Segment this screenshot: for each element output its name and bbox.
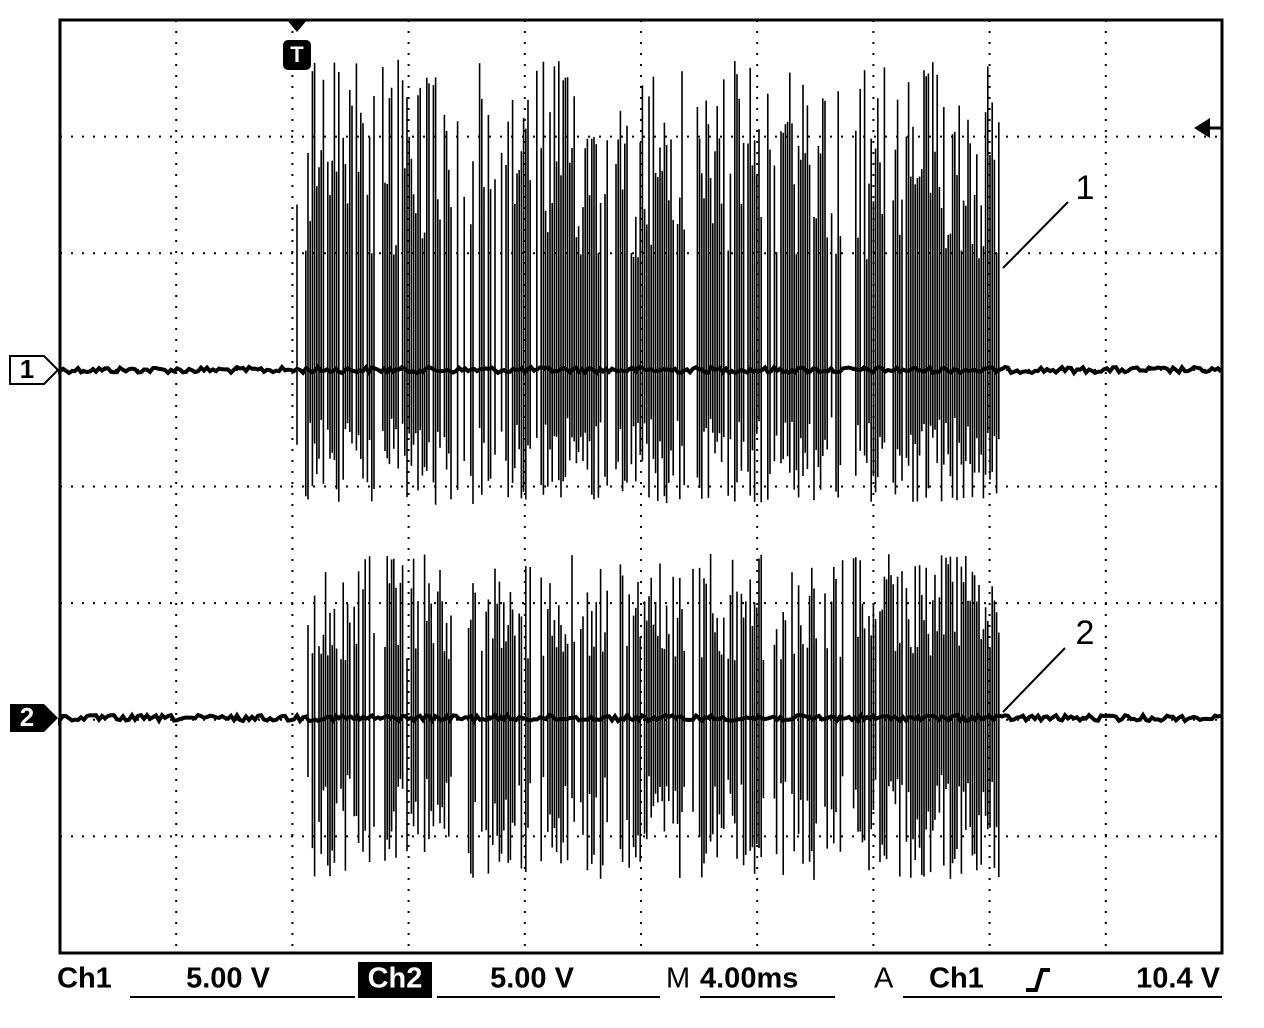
baseline-trace [58, 711, 1222, 727]
trigger-marker: T [290, 42, 304, 67]
time-prefix: M [666, 963, 690, 995]
time-scale: 4.00ms [700, 963, 798, 995]
status-bar: Ch1 5.00 V Ch2 5.00 V M 4.00ms A Ch1 10.… [57, 962, 1222, 998]
baseline-trace [58, 363, 1223, 377]
trigger-source: Ch1 [929, 963, 984, 995]
annotation-label: 1 [1076, 169, 1095, 207]
trigger-level: 10.4 V [1136, 963, 1220, 995]
ch1-scale: 5.00 V [186, 963, 270, 995]
waveforms [58, 59, 1223, 880]
screen-border [58, 18, 1224, 955]
level-arrow [1194, 118, 1210, 138]
ch1-marker [9, 355, 60, 385]
ch2-label: Ch2 [368, 963, 423, 995]
ch1-marker-label: 1 [20, 354, 34, 384]
trigger-arrow [287, 20, 307, 32]
burst-trace [307, 553, 1000, 880]
annotation-leader [1002, 201, 1069, 269]
acq-prefix: A [874, 963, 894, 995]
ch2-marker-label: 2 [20, 702, 34, 732]
burst-trace [296, 59, 1000, 505]
ch2-label-box [358, 962, 432, 998]
ch1-label: Ch1 [57, 963, 112, 995]
annotation-label: 2 [1076, 614, 1095, 652]
trigger-box [283, 40, 311, 70]
ch2-marker [10, 704, 58, 732]
ch2-scale: 5.00 V [490, 963, 574, 995]
slope-icon [1026, 968, 1050, 992]
annotation-leader [1002, 647, 1066, 713]
